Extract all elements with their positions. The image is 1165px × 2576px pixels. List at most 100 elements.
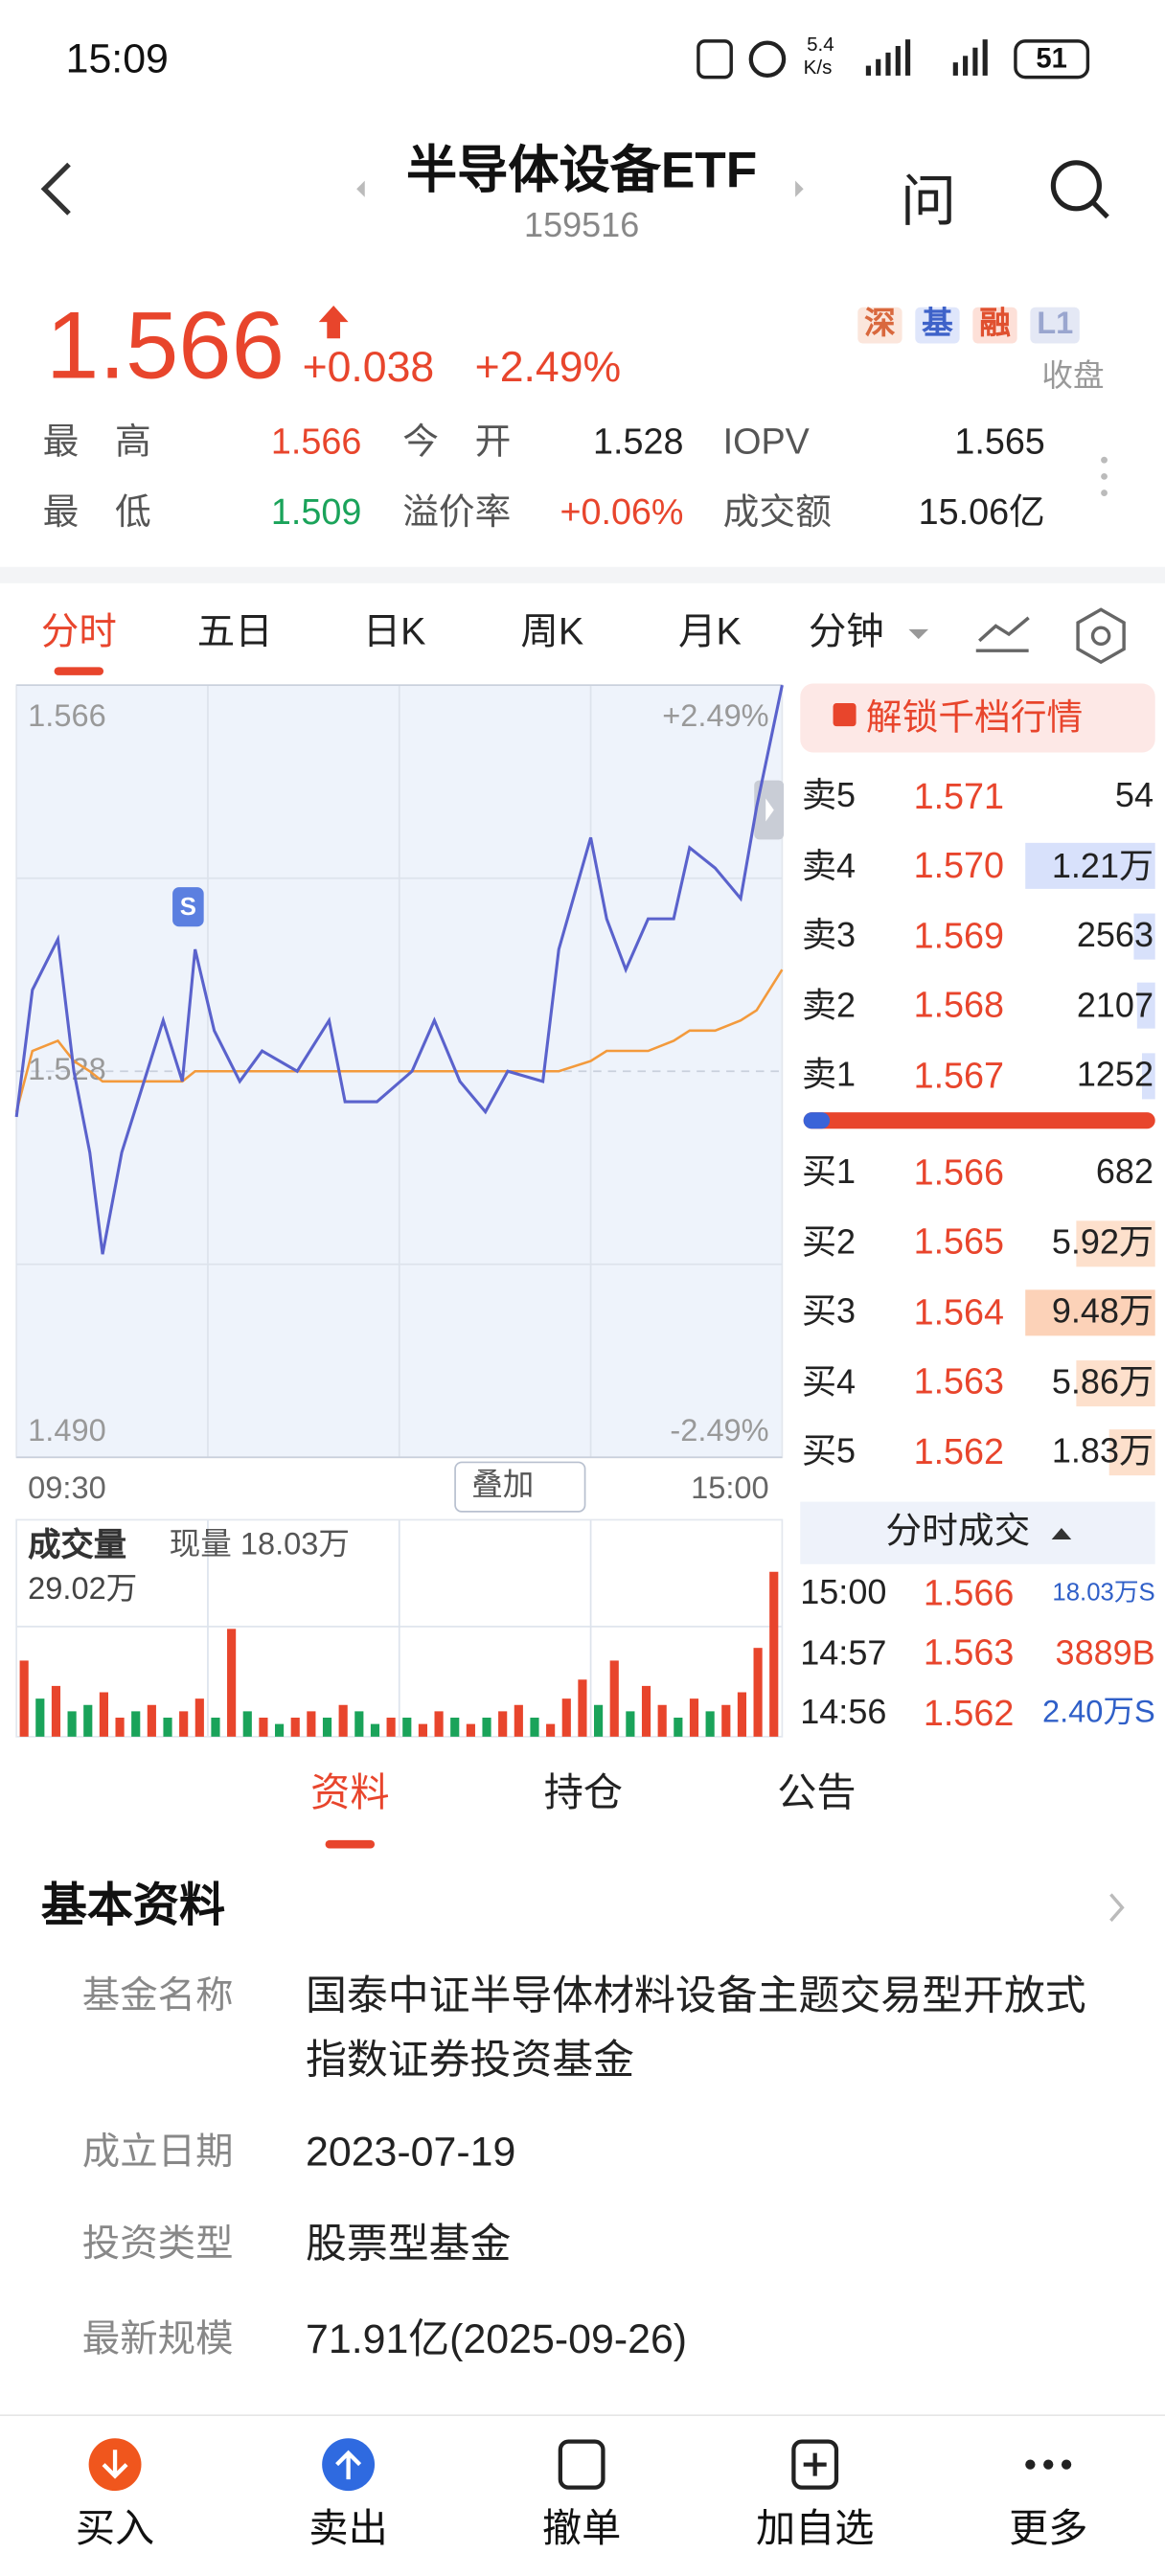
quote-tag[interactable]: L1 <box>1030 307 1081 345</box>
volume-bar <box>211 1717 220 1737</box>
depth-highlight <box>1025 842 1155 889</box>
section-tab[interactable]: 资料 <box>310 1770 390 1815</box>
chart-tab[interactable]: 周K <box>520 609 584 653</box>
volume-label: 成交量 <box>28 1528 127 1564</box>
cancel-icon[interactable] <box>558 2439 605 2490</box>
volume-bar <box>99 1692 108 1737</box>
chart-tab[interactable]: 日K <box>362 609 426 653</box>
chart-tab[interactable]: 五日 <box>196 609 273 653</box>
book-label: 买2 <box>801 1223 857 1263</box>
section-title: 基本资料 <box>40 1880 225 1931</box>
net-unit: K/s <box>803 56 833 80</box>
unlock-label[interactable]: 解锁千档行情 <box>865 695 1084 738</box>
volume-bar <box>434 1711 444 1737</box>
volume-bar <box>147 1704 156 1737</box>
trade-volume: 3889B <box>1055 1634 1155 1673</box>
unlock-button-bg[interactable] <box>800 683 1155 753</box>
volume-bar <box>689 1698 699 1737</box>
stat-label: 溢价率 <box>402 490 512 533</box>
y2-tick-label: -2.49% <box>670 1413 768 1448</box>
nav-label[interactable]: 撤单 <box>541 2506 622 2551</box>
trades-header-bg <box>800 1501 1155 1564</box>
stat-value: 1.566 <box>270 420 362 462</box>
book-volume: 1.21万 <box>1051 847 1154 886</box>
book-volume: 2107 <box>1076 987 1154 1026</box>
quote-tag[interactable]: 深 <box>857 307 902 345</box>
stat-value: 1.528 <box>593 420 684 462</box>
nav-label[interactable]: 更多 <box>1009 2506 1088 2551</box>
sort-arrow <box>1051 1528 1072 1540</box>
volume-bar <box>674 1717 683 1737</box>
chevron[interactable] <box>1109 1893 1125 1923</box>
trade-time: 14:57 <box>800 1634 887 1673</box>
quote-tag[interactable]: 融 <box>972 307 1017 345</box>
more-dots[interactable] <box>1101 456 1108 496</box>
section-tab[interactable]: 持仓 <box>543 1770 624 1815</box>
trade-time: 15:00 <box>800 1574 887 1613</box>
alarm-icon <box>748 40 787 79</box>
stat-value: 1.509 <box>270 490 362 533</box>
watchlist-icon[interactable] <box>791 2439 839 2490</box>
volume-bar <box>83 1704 93 1737</box>
nav-label[interactable]: 买入 <box>75 2506 155 2551</box>
book-volume: 2563 <box>1076 917 1154 956</box>
settings-icon-dot <box>1090 626 1111 647</box>
book-volume: 5.86万 <box>1051 1363 1154 1402</box>
volume-bar <box>322 1717 332 1737</box>
volume-bar <box>274 1723 285 1737</box>
book-label: 卖5 <box>801 777 857 816</box>
volume-bar <box>657 1704 667 1737</box>
info-label: 最新规模 <box>81 2316 234 2360</box>
book-volume: 1.83万 <box>1051 1433 1154 1471</box>
chart-tab[interactable]: 分时 <box>40 609 117 653</box>
ask-button[interactable]: 问 <box>900 171 957 234</box>
book-label: 买4 <box>801 1363 857 1402</box>
stat-label: 最 低 <box>42 490 151 533</box>
buy-icon-arrow <box>102 2450 128 2479</box>
quote-tag[interactable]: 基 <box>915 307 960 345</box>
stat-value: 1.565 <box>954 420 1045 462</box>
volume-bar <box>35 1698 45 1737</box>
overlay-button[interactable] <box>454 1461 586 1513</box>
trade-price: 1.563 <box>923 1631 1015 1674</box>
overlay-label[interactable]: 叠加 <box>471 1468 535 1503</box>
nfc-icon <box>697 39 733 80</box>
depth-ratio-bar <box>803 1112 831 1129</box>
volume-bar <box>163 1717 172 1737</box>
volume-bar <box>561 1698 571 1737</box>
volume-bar <box>194 1698 204 1737</box>
net-speed: 5.4 <box>807 33 834 57</box>
nav-label[interactable]: 卖出 <box>308 2506 388 2551</box>
more-icon[interactable] <box>1025 2459 1072 2470</box>
book-price: 1.566 <box>913 1151 1005 1193</box>
book-volume: 54 <box>1114 777 1154 816</box>
section-underline <box>325 1839 376 1849</box>
back-icon[interactable] <box>40 162 71 216</box>
volume-bar <box>530 1717 539 1737</box>
chart-tab[interactable]: 分钟 <box>808 609 884 653</box>
signal-icon <box>865 39 988 76</box>
volume-bar <box>466 1723 475 1737</box>
tab-underline <box>54 667 104 675</box>
y2-tick-label: +2.49% <box>662 698 768 733</box>
event-marker[interactable] <box>172 887 204 927</box>
chart-tab[interactable]: 月K <box>678 609 742 653</box>
nav-label[interactable]: 加自选 <box>755 2506 875 2551</box>
info-label: 成立日期 <box>81 2130 234 2173</box>
section-tab[interactable]: 公告 <box>777 1770 857 1815</box>
volume-bar <box>418 1723 428 1737</box>
book-price: 1.571 <box>913 775 1005 817</box>
volume-bar <box>705 1711 715 1737</box>
y-tick-label: 1.528 <box>28 1052 106 1086</box>
depth-highlight <box>1136 982 1155 1029</box>
volume-bar <box>737 1692 747 1737</box>
settings-icon[interactable] <box>1076 607 1126 665</box>
search-icon[interactable] <box>1050 160 1102 212</box>
book-label: 买3 <box>801 1293 857 1332</box>
draw-icon[interactable] <box>975 616 1030 652</box>
volume-bar <box>626 1711 635 1737</box>
stat-value: +0.06% <box>560 490 684 533</box>
volume-bar <box>641 1685 651 1737</box>
